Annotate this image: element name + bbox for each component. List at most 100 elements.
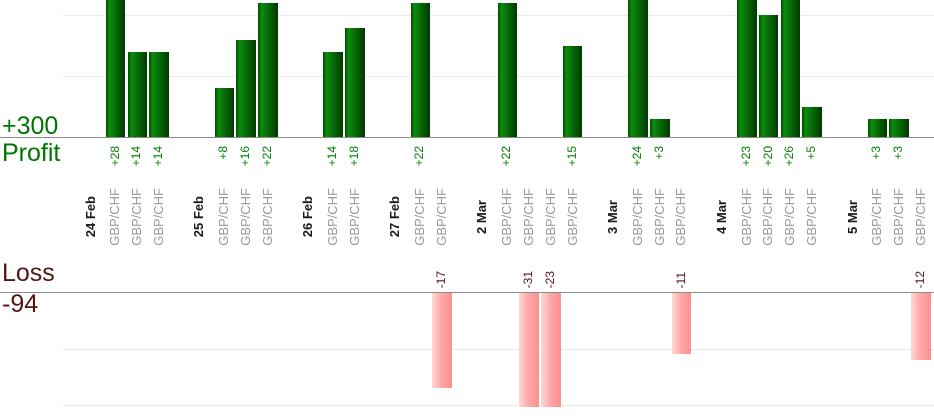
symbol-label-slot: GBP/CHF: [412, 184, 428, 250]
loss-bar: [671, 292, 692, 355]
bar-value-label: +14: [325, 146, 340, 167]
date-label: 24 Feb: [82, 196, 98, 238]
symbol-label: GBP/CHF: [412, 188, 428, 246]
profit-bar: [323, 51, 343, 137]
symbol-label: GBP/CHF: [564, 188, 580, 246]
profit-bar: [889, 118, 909, 137]
bar-value-label: +15: [564, 146, 579, 167]
symbol-label-slot: GBP/CHF: [325, 184, 341, 250]
symbol-label: GBP/CHF: [891, 188, 907, 246]
bar-value-label: +24: [630, 146, 644, 167]
loss-bar: [432, 292, 452, 389]
loss-bar: [541, 292, 561, 407]
bar-value-label: +8: [216, 146, 231, 160]
date-label-slot: 2 Mar: [474, 184, 491, 250]
bar-value-label: +23: [738, 146, 753, 167]
date-label-slot: 26 Feb: [300, 184, 316, 250]
bar-value-label: +26: [782, 146, 797, 167]
symbol-label: GBP/CHF: [150, 188, 166, 246]
loss-gridline: [62, 405, 934, 406]
profit-bar: [345, 27, 365, 137]
symbol-label-slot: GBP/CHF: [804, 184, 820, 250]
date-label: 26 Feb: [300, 196, 316, 238]
symbol-label-slot: GBP/CHF: [739, 184, 755, 250]
profit-bar: [236, 39, 256, 137]
date-label: 25 Feb: [191, 196, 207, 238]
date-label: 2 Mar: [474, 200, 490, 234]
symbol-label: GBP/CHF: [912, 188, 928, 246]
bar-value-label: +16: [238, 146, 253, 167]
bar-value-label: +20: [760, 146, 775, 167]
symbol-label-slot: GBP/CHF: [521, 184, 537, 250]
profit-bar: [214, 88, 235, 137]
symbol-label-slot: GBP/CHF: [107, 184, 124, 250]
profit-bar: [758, 15, 779, 137]
symbol-label: GBP/CHF: [782, 188, 798, 246]
symbol-label-slot: GBP/CHF: [782, 184, 798, 250]
bar-value-label: +14: [129, 146, 144, 167]
loss-axis-label: Loss: [2, 259, 55, 287]
symbol-label-slot: GBP/CHF: [216, 184, 232, 250]
bar-value-label: +5: [804, 146, 819, 160]
symbol-label-slot: GBP/CHF: [260, 184, 276, 250]
bar-value-label: -17: [434, 271, 449, 289]
profit-bar: [562, 45, 583, 137]
loss-total-label: -94: [2, 290, 39, 318]
symbol-label: GBP/CHF: [129, 188, 145, 246]
profit-baseline: [0, 136, 934, 138]
symbol-label-slot: GBP/CHF: [760, 184, 777, 250]
symbol-label: GBP/CHF: [433, 188, 449, 246]
bar-value-label: -23: [542, 271, 557, 289]
symbol-label-slot: GBP/CHF: [673, 184, 690, 250]
date-label-slot: 27 Feb: [387, 184, 404, 250]
loss-bar: [519, 292, 539, 407]
loss-baseline: [0, 291, 934, 293]
symbol-label: GBP/CHF: [629, 188, 645, 246]
symbol-label-slot: GBP/CHF: [129, 184, 145, 250]
date-label-slot: 4 Mar: [714, 184, 730, 250]
symbol-label-slot: GBP/CHF: [434, 184, 450, 250]
symbol-label: GBP/CHF: [804, 188, 819, 246]
symbol-label-slot: GBP/CHF: [869, 184, 885, 250]
symbol-label-slot: GBP/CHF: [238, 184, 254, 250]
profit-bar: [802, 106, 822, 137]
profit-bar: [780, 0, 801, 137]
profit-bar: [867, 118, 888, 137]
bar-value-label: +3: [651, 146, 666, 160]
date-label: 5 Mar: [844, 200, 860, 234]
symbol-label: GBP/CHF: [216, 188, 232, 246]
symbol-label: GBP/CHF: [237, 188, 253, 246]
bar-value-label: +22: [259, 146, 274, 167]
profit-bar: [737, 0, 757, 137]
profit-bar: [149, 51, 169, 137]
symbol-label: GBP/CHF: [346, 188, 362, 246]
symbol-label: GBP/CHF: [673, 188, 689, 246]
symbol-label-slot: GBP/CHF: [543, 184, 559, 250]
symbol-label-slot: GBP/CHF: [151, 184, 167, 250]
profit-total-label: +300: [2, 112, 59, 140]
symbol-label-slot: GBP/CHF: [565, 184, 581, 250]
bar-value-label: -11: [673, 272, 688, 289]
symbol-label: GBP/CHF: [259, 188, 275, 246]
bar-value-label: +18: [346, 146, 361, 167]
profit-bar: [650, 118, 670, 137]
symbol-label-slot: GBP/CHF: [499, 184, 515, 250]
symbol-label-slot: GBP/CHF: [913, 184, 929, 250]
symbol-label: GBP/CHF: [542, 188, 558, 246]
symbol-label-slot: GBP/CHF: [630, 184, 646, 250]
symbol-label: GBP/CHF: [499, 188, 515, 246]
symbol-label-slot: GBP/CHF: [347, 184, 363, 250]
date-label: 27 Feb: [387, 196, 403, 238]
symbol-label: GBP/CHF: [869, 188, 885, 246]
bar-value-label: +14: [151, 146, 166, 167]
symbol-label-slot: GBP/CHF: [652, 184, 668, 250]
date-label: 4 Mar: [713, 200, 729, 234]
date-label-slot: 5 Mar: [845, 184, 861, 250]
symbol-label: GBP/CHF: [651, 188, 667, 246]
symbol-label: GBP/CHF: [760, 188, 776, 246]
profit-bar: [628, 0, 648, 137]
profit-bar: [127, 51, 148, 137]
profit-bar: [258, 3, 278, 137]
bar-value-label: +28: [107, 146, 122, 167]
symbol-label: GBP/CHF: [107, 188, 123, 246]
